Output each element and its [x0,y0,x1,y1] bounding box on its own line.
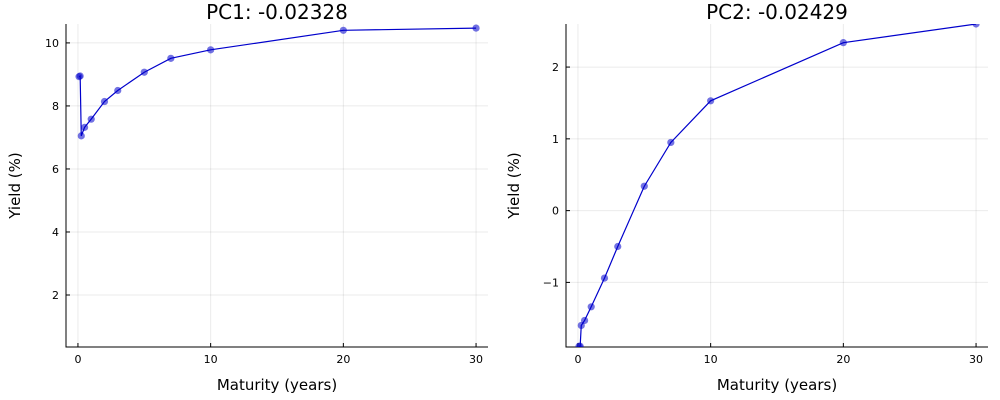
y-tick-label: 2 [552,61,559,74]
data-point [80,123,89,131]
series-group [75,24,480,140]
y-tick-label: −1 [543,276,559,289]
x-tick-label: 20 [836,353,850,366]
y-tick-label: 8 [52,100,59,113]
data-point [140,68,148,76]
x-axis-label: Maturity (years) [217,376,337,394]
data-point [972,24,980,28]
y-tick-label: 0 [552,205,559,218]
data-point [472,24,480,32]
x-tick-label: 30 [469,353,483,366]
data-point [114,86,122,95]
chart-title: PC1: -0.02328 [206,0,348,24]
data-point [640,182,648,190]
data-point [77,132,85,140]
x-tick-label: 20 [336,353,350,366]
x-tick-label: 0 [74,353,81,366]
data-point [600,274,609,282]
data-point [87,115,95,123]
x-tick-label: 30 [969,353,983,366]
x-tick-label: 0 [574,353,581,366]
x-tick-label: 10 [204,353,218,366]
y-tick-label: 2 [52,289,59,302]
data-point [576,342,584,347]
y-tick-label: 10 [45,37,59,50]
series-line [78,27,477,137]
series-line [579,24,977,347]
data-point [100,97,109,106]
data-point [339,26,347,34]
pc2-panel: 0 10 20 30 −1 0 1 2 PC2: -0.02429 Maturity (years… [505,0,988,394]
y-axis-label: Yield (%) [505,152,523,219]
data-point [614,242,622,251]
pc1-panel: 0 10 20 30 2 4 6 8 10 PC1: -0.02328 Maturity (year… [6,0,488,394]
data-point [707,97,715,105]
y-tick-label: 1 [552,133,559,146]
y-tick-label: 6 [52,163,59,176]
data-point [580,316,589,325]
axis-spine [565,24,988,348]
data-point [76,72,84,80]
x-tick-label: 10 [704,353,718,366]
axis-spine [65,24,488,348]
data-point [207,46,215,54]
y-tick-label: 4 [52,226,59,239]
data-point [839,39,847,47]
series-group [575,24,980,347]
data-point [667,138,675,147]
y-axis-label: Yield (%) [6,152,24,219]
data-point [167,54,175,62]
x-axis-label: Maturity (years) [717,376,837,394]
chart-title: PC2: -0.02429 [706,0,848,24]
data-point [587,303,595,311]
